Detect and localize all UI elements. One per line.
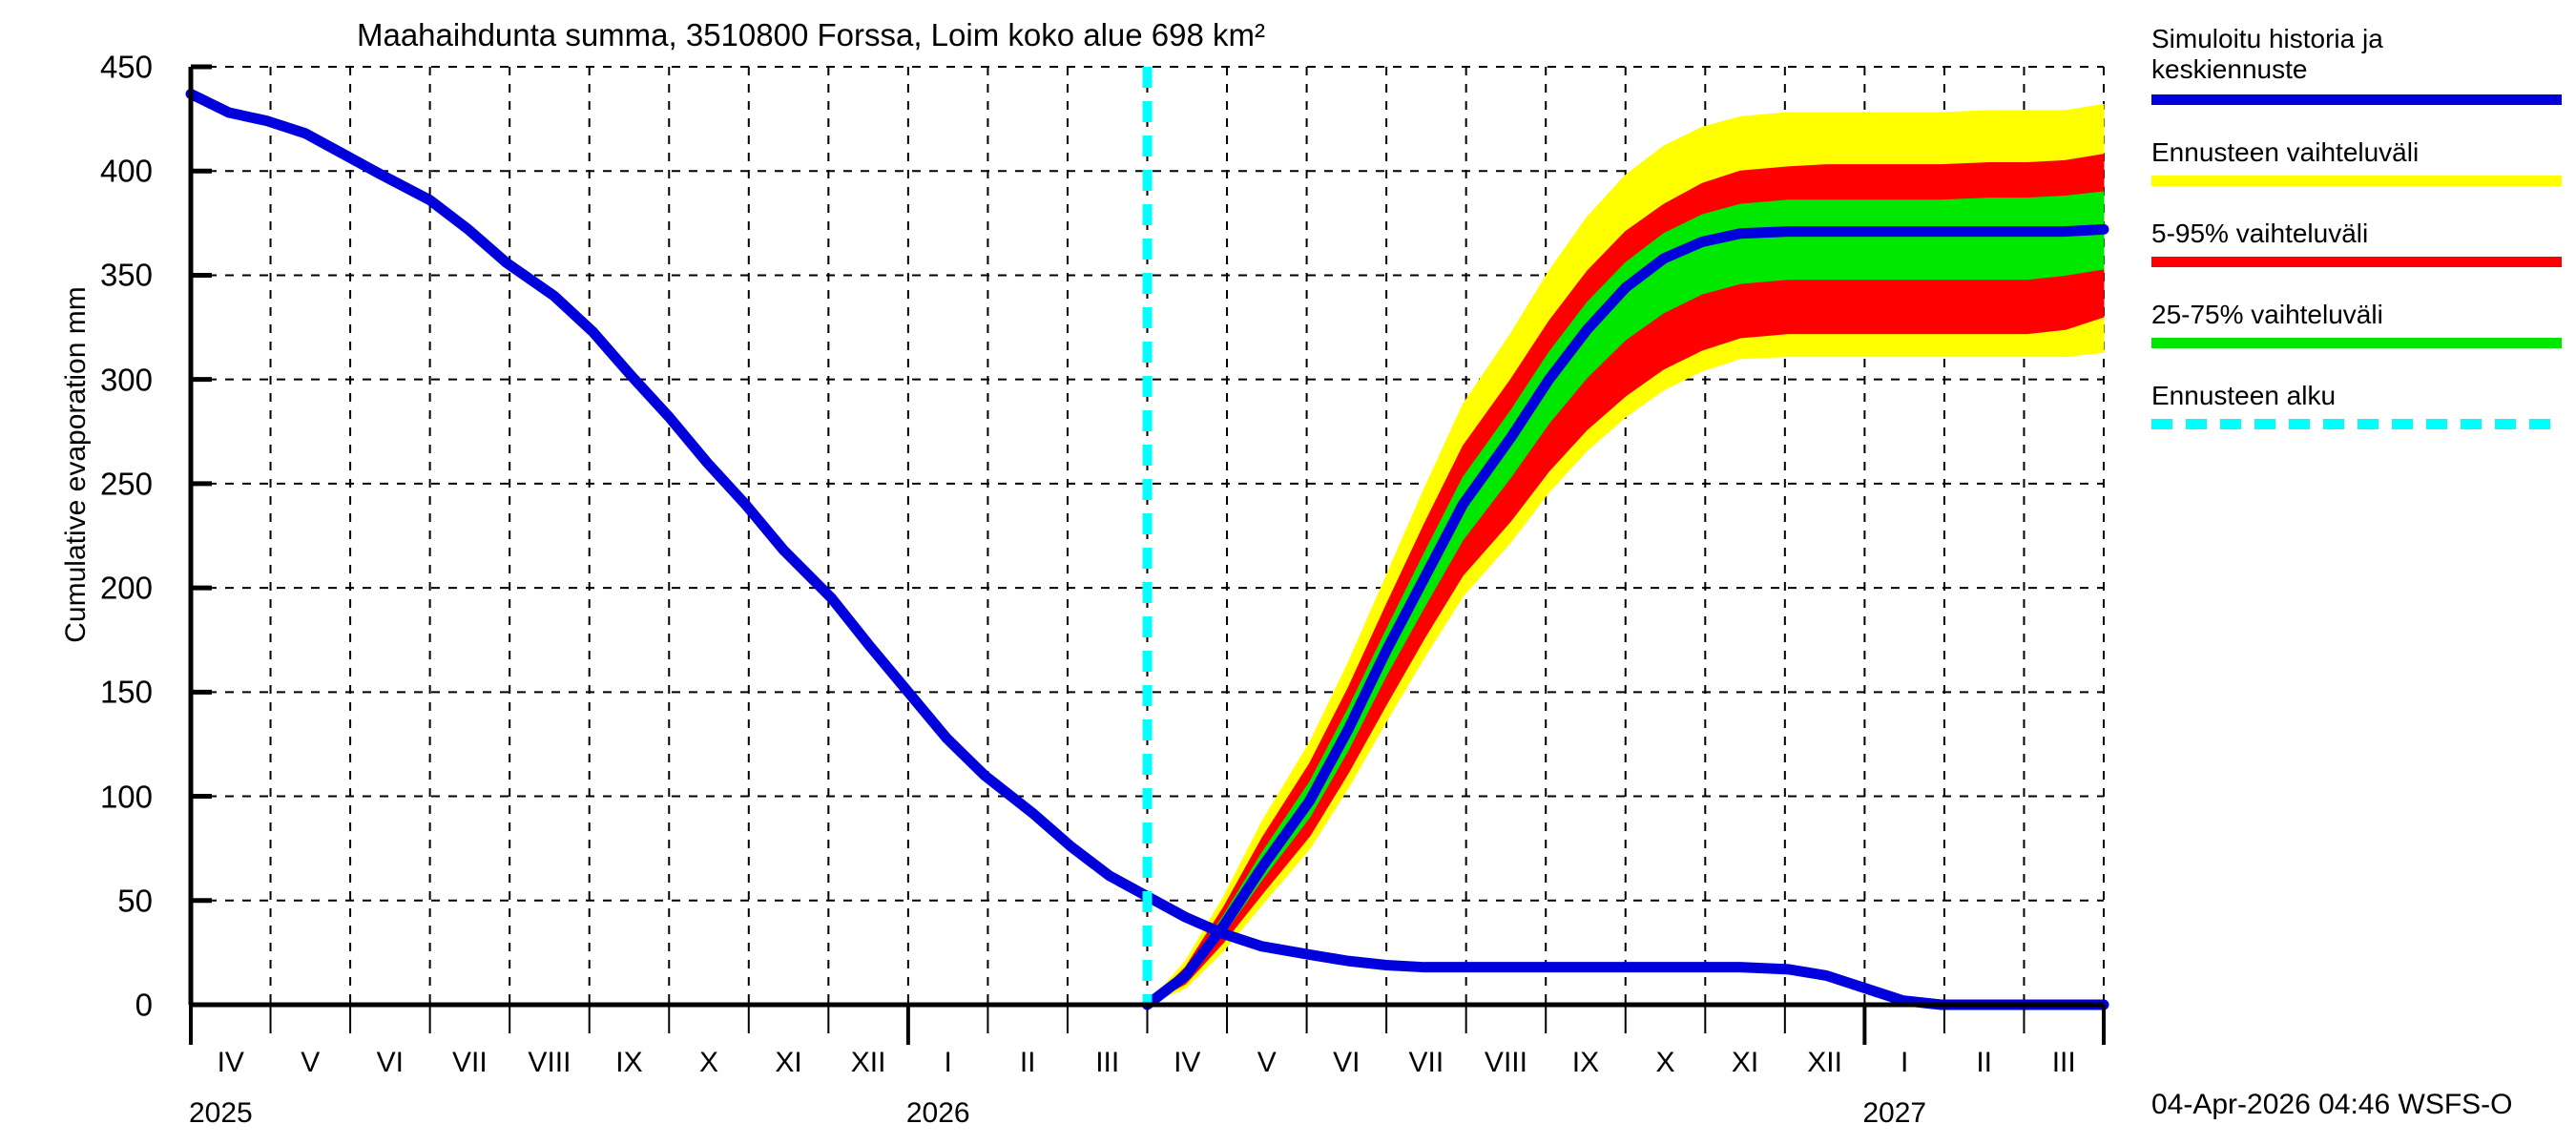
x-axis-tick-label: XII bbox=[1807, 1047, 1842, 1078]
chart-title: Maahaihdunta summa, 3510800 Forssa, Loim… bbox=[356, 17, 1266, 52]
y-axis-tick-label: 200 bbox=[99, 570, 153, 606]
x-axis-tick-label: V bbox=[301, 1047, 321, 1078]
legend-label-line: Simuloitu historia ja bbox=[2151, 24, 2383, 53]
y-axis-tick-label: 400 bbox=[99, 153, 153, 189]
x-axis-tick-label: XI bbox=[1731, 1047, 1759, 1078]
legend-label-3: 25-75% vaihteluväli bbox=[2151, 300, 2562, 330]
x-axis-tick-label: IX bbox=[615, 1047, 643, 1078]
x-axis-year-label: 2025 bbox=[189, 1097, 253, 1129]
y-axis-tick-label: 150 bbox=[99, 674, 153, 710]
x-axis-tick-label: VI bbox=[1333, 1047, 1361, 1078]
legend-label-line: 5-95% vaihteluväli bbox=[2151, 219, 2369, 248]
y-axis-tick-label: 0 bbox=[135, 987, 153, 1023]
legend-swatch-1 bbox=[2151, 176, 2562, 186]
x-axis-tick-label: III bbox=[2051, 1047, 2076, 1078]
legend-swatch-4 bbox=[2151, 419, 2562, 429]
y-axis-tick-labels: 450 400 350 300 250 200 150 100 50 0 bbox=[29, 0, 153, 1145]
y-axis-tick-label: 50 bbox=[117, 883, 153, 919]
x-axis-tick-label: XII bbox=[850, 1047, 886, 1078]
x-axis-tick-label: VI bbox=[376, 1047, 405, 1078]
y-axis-tick-label: 450 bbox=[99, 49, 153, 85]
x-axis-tick-label: VII bbox=[452, 1047, 488, 1078]
x-axis-tick-label: I bbox=[944, 1047, 952, 1078]
legend-label-line: Ennusteen vaihteluväli bbox=[2151, 137, 2420, 167]
y-axis-tick-label: 350 bbox=[99, 257, 153, 293]
legend-label-line: Ennusteen alku bbox=[2151, 381, 2337, 410]
x-axis-tick-label: X bbox=[1655, 1047, 1675, 1078]
x-axis-tick-label: III bbox=[1095, 1047, 1120, 1078]
legend-swatch-2 bbox=[2151, 257, 2562, 267]
legend-label-line: keskiennuste bbox=[2151, 54, 2308, 85]
legend-label-0: Simuloitu historia ja keskiennuste bbox=[2151, 24, 2562, 85]
series-line-median bbox=[1142, 223, 2109, 1010]
x-axis-tick-label: IX bbox=[1571, 1047, 1600, 1078]
x-axis-tick-label: XI bbox=[775, 1047, 802, 1078]
x-axis-tick-label: VIII bbox=[1484, 1047, 1527, 1078]
timestamp-footer: 04-Apr-2026 04:46 WSFS-O bbox=[2151, 1089, 2513, 1120]
legend-swatch-3 bbox=[2151, 338, 2562, 348]
x-axis-tick-label: I bbox=[1900, 1047, 1909, 1078]
legend-swatch-0 bbox=[2151, 94, 2562, 105]
x-axis-year-label: 2027 bbox=[1862, 1097, 1927, 1129]
x-axis-tick-label: VII bbox=[1408, 1047, 1444, 1078]
x-axis-tick-label: II bbox=[1019, 1047, 1036, 1078]
x-axis-tick-label: X bbox=[699, 1047, 719, 1078]
legend-label-1: Ennusteen vaihteluväli bbox=[2151, 137, 2562, 168]
x-axis-tick-label: V bbox=[1257, 1047, 1277, 1078]
legend-label-4: Ennusteen alku bbox=[2151, 381, 2562, 411]
x-axis-tick-label: IV bbox=[1174, 1047, 1201, 1078]
x-axis-tick-label: VIII bbox=[528, 1047, 571, 1078]
x-axis-tick-label: IV bbox=[217, 1047, 244, 1078]
x-axis-tick-label: II bbox=[1976, 1047, 1993, 1078]
y-axis-tick-label: 300 bbox=[99, 362, 153, 398]
x-axis-year-label: 2026 bbox=[905, 1097, 970, 1129]
legend-label-line: 25-75% vaihteluväli bbox=[2151, 300, 2383, 329]
legend-label-2: 5-95% vaihteluväli bbox=[2151, 219, 2562, 249]
y-axis-tick-label: 250 bbox=[99, 466, 153, 502]
y-axis-tick-label: 100 bbox=[99, 779, 153, 815]
